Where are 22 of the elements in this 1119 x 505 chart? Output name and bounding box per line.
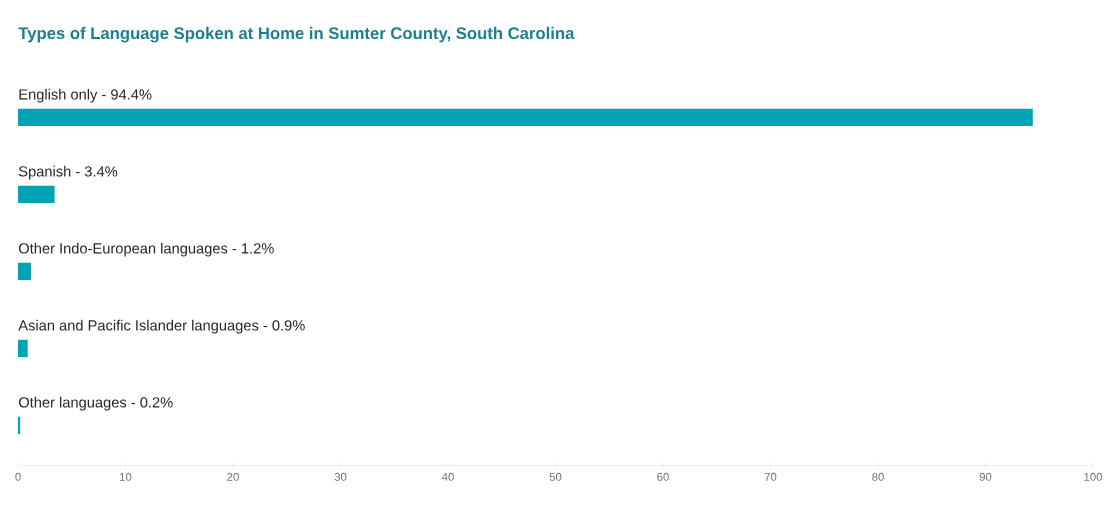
x-tick-label: 70 bbox=[764, 472, 777, 481]
y-tick-label: Spanish - 3.4% bbox=[18, 165, 118, 180]
x-tick-label: 50 bbox=[549, 472, 562, 481]
y-tick-label: Other Indo-European languages - 1.2% bbox=[18, 242, 274, 257]
x-tick-label: 80 bbox=[872, 472, 884, 481]
x-tick-label: 90 bbox=[979, 472, 992, 481]
x-tick-label: 10 bbox=[120, 472, 132, 481]
bar bbox=[18, 339, 28, 357]
x-tick-label: 0 bbox=[15, 472, 21, 481]
y-tick-label: Other languages - 0.2% bbox=[18, 396, 173, 411]
x-tick-label: 60 bbox=[657, 472, 669, 481]
chart-title: Types of Language Spoken at Home in Sumter County, South Carolina bbox=[18, 26, 575, 43]
y-tick-label: English only - 94.4% bbox=[19, 88, 152, 103]
bar bbox=[18, 108, 1033, 126]
bar bbox=[18, 185, 55, 203]
x-tick-label: 20 bbox=[227, 472, 239, 481]
y-tick-label: Asian and Pacific Islander languages - 0.9% bbox=[18, 319, 305, 334]
bar bbox=[18, 416, 21, 434]
bar bbox=[18, 262, 31, 280]
x-tick-label: 40 bbox=[441, 472, 454, 481]
x-tick-label: 30 bbox=[334, 472, 347, 481]
x-tick-label: 100 bbox=[1084, 472, 1102, 481]
